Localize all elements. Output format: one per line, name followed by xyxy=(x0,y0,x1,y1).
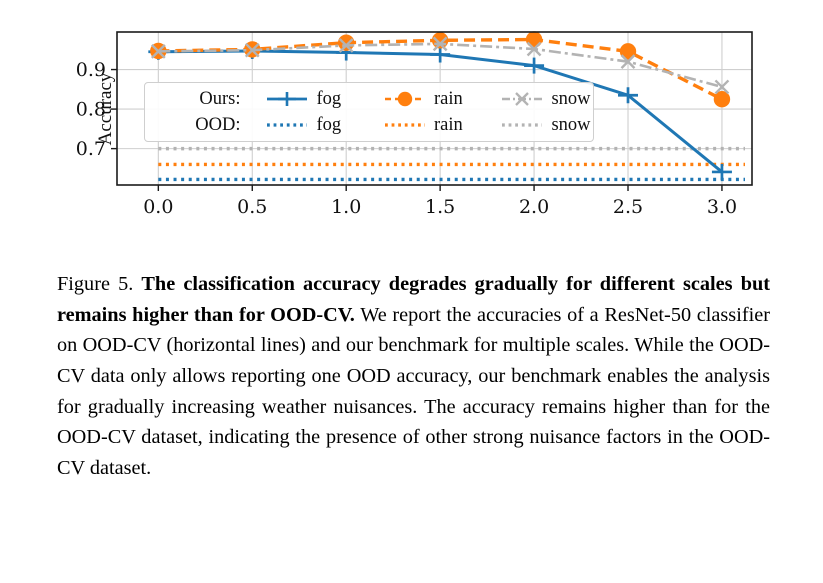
ood-snow-line-sample-icon xyxy=(502,123,543,127)
y-axis-label: Accuracy xyxy=(95,72,116,146)
marker-x xyxy=(338,38,354,53)
legend-row-ood: OOD: fog rain snow xyxy=(145,112,593,138)
legend-group-label: OOD: xyxy=(195,114,241,135)
legend-entry-label: fog xyxy=(316,114,342,135)
marker-x xyxy=(526,41,542,57)
legend-entry-ours-rain: rain xyxy=(384,89,476,110)
legend-entry-ood-rain: rain xyxy=(384,115,476,136)
accuracy-vs-scale-chart: 0.0 0.5 1.0 1.5 2.0 2.5 3.0 0.7 0.8 0.9 xyxy=(76,31,753,218)
ood-rain-line-sample-icon xyxy=(384,123,425,127)
marker-circle xyxy=(525,31,543,48)
figure-chart: 0.0 0.5 1.0 1.5 2.0 2.5 3.0 0.7 0.8 0.9 Accuracy … xyxy=(0,0,823,245)
x-tick-label: 2.0 xyxy=(519,196,549,218)
legend-entry-label: rain xyxy=(433,114,463,135)
ours-fog-line-sample-icon xyxy=(267,92,308,106)
marker-x xyxy=(620,54,636,69)
y-tick-label: 0.7 xyxy=(76,138,106,160)
marker-circle xyxy=(338,34,355,51)
marker-x xyxy=(150,44,166,59)
legend-marker-x xyxy=(515,92,530,106)
x-tick-label: 1.0 xyxy=(331,196,361,218)
marker-x xyxy=(432,36,448,52)
caption-bold-summary: The classification accuracy degrades gra… xyxy=(57,273,771,326)
legend-entry-ood-snow: snow xyxy=(501,115,593,136)
legend-entry-ours-snow: snow xyxy=(501,89,593,110)
legend-entry-ours-fog: fog xyxy=(266,89,358,110)
legend-row-ours: Ours: fog rain snow xyxy=(145,86,593,112)
x-tick-label: 1.5 xyxy=(425,196,455,218)
ours-rain-line-sample-icon xyxy=(384,91,425,107)
marker-circle xyxy=(431,32,449,49)
marker-circle xyxy=(619,43,637,60)
chart-legend: Ours: fog rain snow OOD: fog xyxy=(144,82,594,142)
marker-x xyxy=(244,42,260,58)
ood-fog-line-sample-icon xyxy=(267,123,308,127)
caption-figure-number: Figure 5. xyxy=(57,273,134,296)
x-tick-label: 2.5 xyxy=(613,196,643,218)
legend-entry-label: snow xyxy=(551,88,591,109)
legend-entry-label: fog xyxy=(316,88,342,109)
y-tick-label: 0.9 xyxy=(76,59,106,81)
x-tick-label: 0.0 xyxy=(143,196,173,218)
legend-entry-label: snow xyxy=(551,114,591,135)
marker-x xyxy=(714,79,730,95)
ours-snow-line-sample-icon xyxy=(502,92,543,106)
figure-caption: Figure 5. The classification accuracy de… xyxy=(57,269,770,483)
caption-body-text: We report the accuracies of a ResNet-50 … xyxy=(57,303,770,479)
legend-entry-ood-fog: fog xyxy=(266,115,358,136)
legend-marker-circle xyxy=(397,91,413,107)
x-tick-label: 3.0 xyxy=(707,196,737,218)
y-tick-label: 0.8 xyxy=(76,99,106,121)
marker-circle xyxy=(713,91,731,108)
legend-group-label: Ours: xyxy=(199,88,241,109)
x-tick-label: 0.5 xyxy=(237,196,267,218)
legend-entry-label: rain xyxy=(433,88,463,109)
